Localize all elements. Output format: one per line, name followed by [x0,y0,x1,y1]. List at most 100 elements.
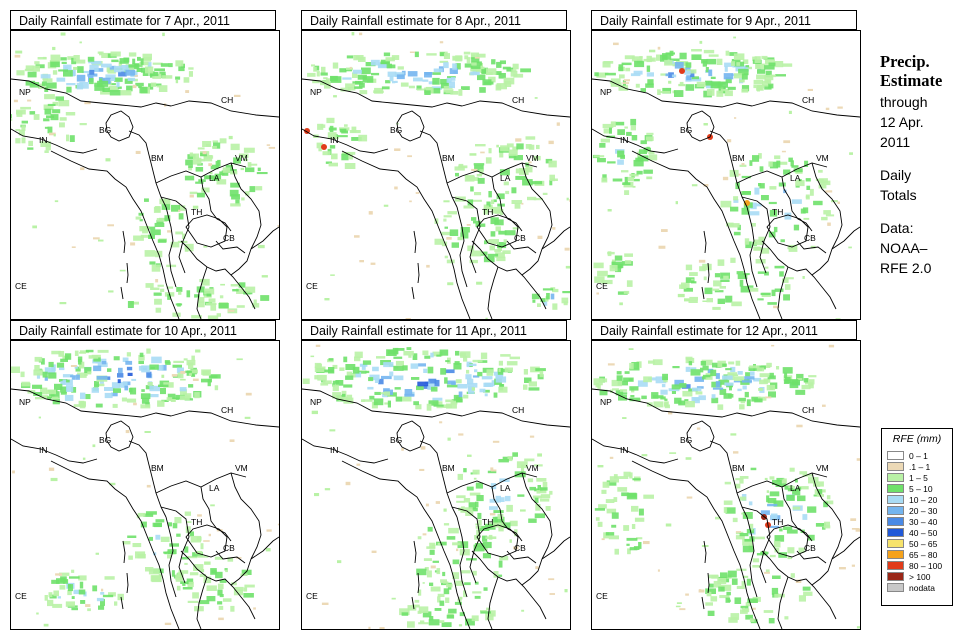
rain-cell [443,588,450,595]
rain-cell [211,176,219,181]
rain-cell [235,199,240,205]
rain-cell [739,279,744,287]
rainfall-map: NP CH IN BG BM VM LA TH CB CE [10,340,280,630]
rain-cell [633,546,640,550]
rain-cell [396,74,405,80]
rain-cell [795,180,805,187]
rain-cell [661,229,668,232]
rain-cell [392,81,396,84]
rain-cell [548,578,555,581]
rain-cell [610,78,621,83]
panel-title: Daily Rainfall estimate for 8 Apr., 2011 [301,10,567,30]
rain-cell [71,596,75,599]
rain-cell [245,191,250,196]
rain-cell [64,394,74,401]
rain-cell [52,603,63,608]
rain-cell [189,194,194,198]
caption-through: through [880,94,928,110]
rain-cell [788,486,796,488]
rain-cell [631,524,636,529]
rain-cell [127,301,134,308]
rain-cell [407,621,415,628]
legend-swatch [887,462,904,471]
rain-cell [623,290,630,294]
rain-cell [180,378,186,381]
rain-cell [593,378,603,386]
rain-cell [192,592,199,599]
rain-cell [817,489,823,494]
rain-cell [542,482,548,488]
rain-cell [457,473,463,480]
rain-cell [660,389,668,395]
rain-cell [354,86,363,89]
legend-label: 30 – 40 [909,516,938,527]
rain-cell [446,614,455,619]
country-borders [592,78,860,319]
rain-cell [632,478,641,481]
rain-cell [182,233,186,240]
rain-cell [624,190,630,195]
rain-cell [189,531,194,537]
rain-cell [416,85,422,91]
rain-cell [217,601,223,605]
rain-cell [471,61,482,66]
rain-cell [761,195,769,201]
rain-cell [446,237,452,240]
legend-item: 65 – 80 [882,549,952,560]
rain-cell [513,73,524,78]
rain-cell [156,219,164,224]
rain-cell [50,477,58,482]
rain-cell [691,387,702,392]
rain-cell [678,400,686,406]
rain-cell [243,158,249,162]
rain-cell [215,571,223,579]
rain-cell [126,398,137,403]
rain-cell [244,416,251,419]
rain-cell [430,352,434,358]
rain-cell [52,46,56,51]
rain-cell [427,366,434,374]
rain-cell [449,81,455,89]
rain-cell [772,575,781,579]
rain-cell [183,358,188,361]
rain-cell [179,387,187,392]
border-line [631,460,761,629]
legend-swatch [887,561,904,570]
rain-cell [425,86,433,91]
rain-cell [210,568,217,575]
rain-cell [227,557,234,562]
rain-cell [94,85,105,91]
rain-cell [346,371,352,376]
rain-cell [624,371,630,374]
rain-cell [703,276,707,281]
rain-cell [95,403,103,408]
rain-cell [641,395,647,400]
rain-cell [221,170,229,176]
rain-cell [675,605,681,608]
country-label-bm: BM [442,153,455,163]
rain-cell [87,56,95,62]
border-line [541,536,570,560]
border-line [701,286,705,300]
rain-cell [56,77,66,82]
rain-cell [43,104,54,110]
rain-cell [185,526,191,534]
rain-cell [490,231,496,237]
rain-cell [128,52,137,57]
rain-cell [189,369,198,374]
rain-cell [166,397,173,401]
rain-cell [766,495,770,503]
rain-cell [702,300,707,302]
rain-cell [311,64,315,67]
rain-cell [29,111,36,115]
rain-cell [614,121,625,126]
rain-cell [448,608,457,614]
rain-cell [178,209,181,212]
rain-cell [372,366,379,372]
rain-cell [387,350,398,355]
rain-cell [741,85,750,92]
panel-title: Daily Rainfall estimate for 9 Apr., 2011 [591,10,857,30]
rain-cell [607,363,615,366]
rain-cell [479,87,486,93]
rain-cell [552,227,556,230]
